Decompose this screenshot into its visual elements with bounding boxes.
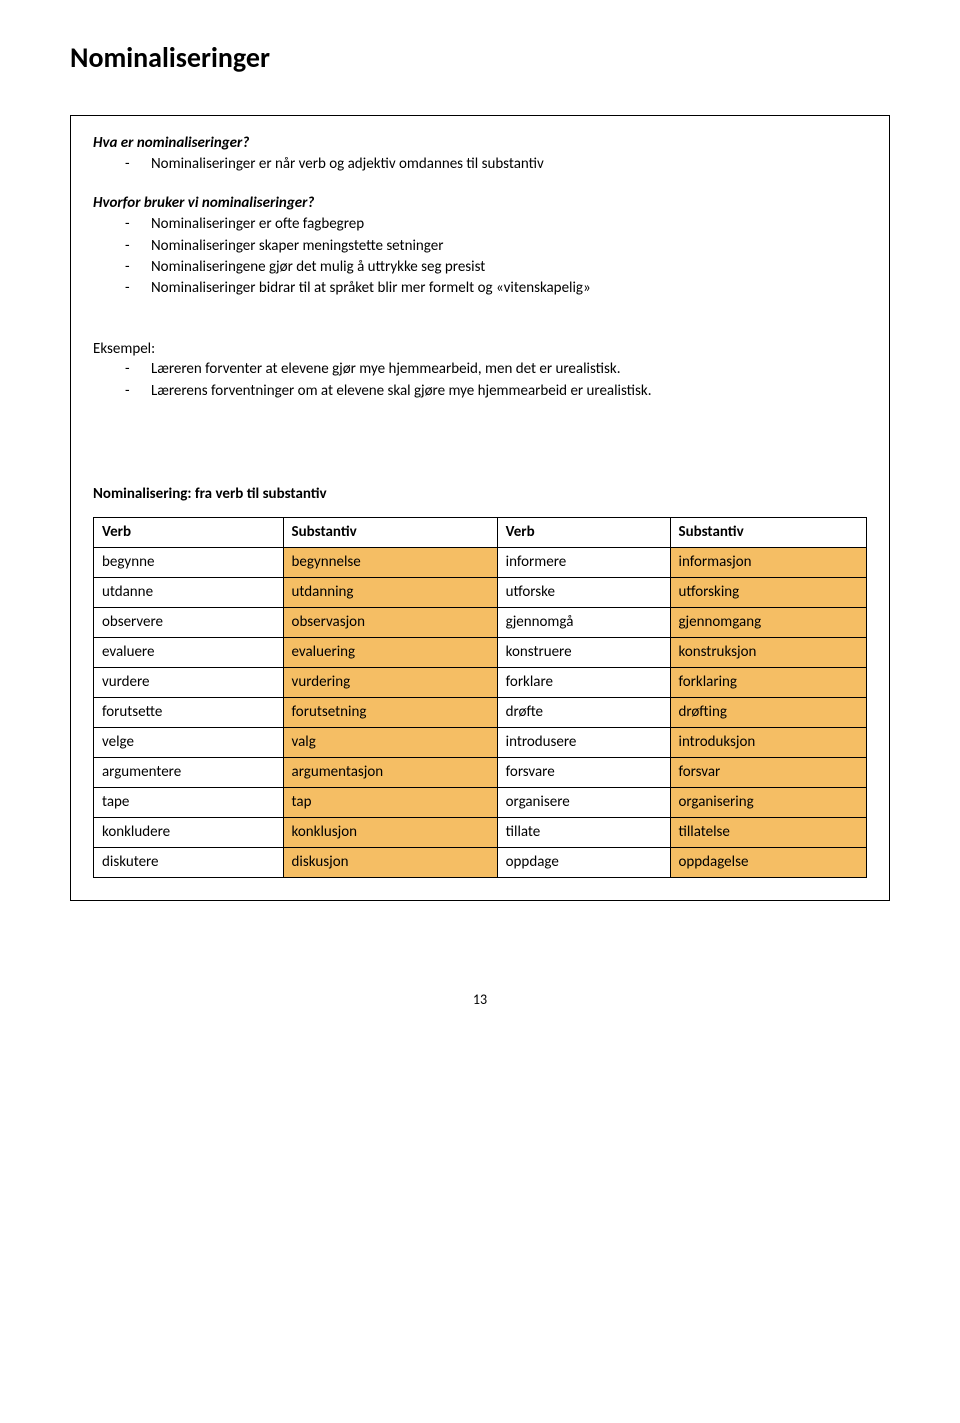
col-header: Substantiv <box>670 517 867 547</box>
table-row: evaluereevalueringkonstruerekonstruksjon <box>94 637 867 667</box>
table-cell: utforsking <box>670 577 867 607</box>
list-item: Læreren forventer at elevene gjør mye hj… <box>125 359 867 379</box>
list-item: Nominaliseringer er ofte fagbegrep <box>125 214 867 234</box>
list-item: Nominaliseringer bidrar til at språket b… <box>125 278 867 298</box>
table-cell: gjennomgang <box>670 607 867 637</box>
table-row: diskuterediskusjonoppdageoppdagelse <box>94 847 867 877</box>
table-cell: forklaring <box>670 667 867 697</box>
table-cell: gjennomgå <box>497 607 670 637</box>
col-header: Verb <box>94 517 284 547</box>
table-cell: konkludere <box>94 817 284 847</box>
table-cell: forsvar <box>670 757 867 787</box>
table-cell: informasjon <box>670 547 867 577</box>
table-cell: konstruere <box>497 637 670 667</box>
table-cell: konstruksjon <box>670 637 867 667</box>
table-cell: utdanning <box>283 577 497 607</box>
section1-list: Nominaliseringer er når verb og adjektiv… <box>93 154 867 174</box>
table-cell: begynne <box>94 547 284 577</box>
table-cell: velge <box>94 727 284 757</box>
table-cell: forklare <box>497 667 670 697</box>
table-cell: observere <box>94 607 284 637</box>
table-cell: oppdage <box>497 847 670 877</box>
col-header: Verb <box>497 517 670 547</box>
table-cell: tape <box>94 787 284 817</box>
table-cell: observasjon <box>283 607 497 637</box>
table-row: tapetaporganisereorganisering <box>94 787 867 817</box>
list-item: Nominaliseringene gjør det mulig å uttry… <box>125 257 867 277</box>
table-cell: diskutere <box>94 847 284 877</box>
table-cell: vurdere <box>94 667 284 697</box>
table-row: konkluderekonklusjontillatetillatelse <box>94 817 867 847</box>
page-number: 13 <box>70 991 890 1008</box>
list-item: Lærerens forventninger om at elevene ska… <box>125 381 867 401</box>
table-cell: oppdagelse <box>670 847 867 877</box>
table-row: begynnebegynnelseinformereinformasjon <box>94 547 867 577</box>
table-title: Nominalisering: fra verb til substantiv <box>93 485 867 503</box>
table-cell: drøfte <box>497 697 670 727</box>
table-cell: forsvare <box>497 757 670 787</box>
table-row: utdanneutdanningutforskeutforsking <box>94 577 867 607</box>
example-list: Læreren forventer at elevene gjør mye hj… <box>93 359 867 401</box>
table-cell: tap <box>283 787 497 817</box>
table-cell: konklusjon <box>283 817 497 847</box>
table-row: observereobservasjongjennomgågjennomgang <box>94 607 867 637</box>
section2-heading: Hvorfor bruker vi nominaliseringer? <box>93 194 867 212</box>
table-row: argumentereargumentasjonforsvareforsvar <box>94 757 867 787</box>
table-cell: argumentasjon <box>283 757 497 787</box>
table-cell: informere <box>497 547 670 577</box>
table-cell: organisere <box>497 787 670 817</box>
table-row: forutsetteforutsetningdrøftedrøfting <box>94 697 867 727</box>
table-cell: evaluering <box>283 637 497 667</box>
section1-heading: Hva er nominaliseringer? <box>93 134 867 152</box>
table-cell: drøfting <box>670 697 867 727</box>
section2-list: Nominaliseringer er ofte fagbegrep Nomin… <box>93 214 867 298</box>
table-cell: diskusjon <box>283 847 497 877</box>
table-cell: tillate <box>497 817 670 847</box>
page-title: Nominaliseringer <box>70 40 890 75</box>
list-item: Nominaliseringer skaper meningstette set… <box>125 236 867 256</box>
col-header: Substantiv <box>283 517 497 547</box>
table-cell: vurdering <box>283 667 497 697</box>
example-label: Eksempel: <box>93 340 867 358</box>
table-cell: organisering <box>670 787 867 817</box>
table-cell: utdanne <box>94 577 284 607</box>
table-cell: forutsetning <box>283 697 497 727</box>
table-cell: begynnelse <box>283 547 497 577</box>
table-cell: forutsette <box>94 697 284 727</box>
list-item: Nominaliseringer er når verb og adjektiv… <box>125 154 867 174</box>
table-header-row: Verb Substantiv Verb Substantiv <box>94 517 867 547</box>
table-cell: evaluere <box>94 637 284 667</box>
table-cell: valg <box>283 727 497 757</box>
table-row: vurderevurderingforklareforklaring <box>94 667 867 697</box>
table-cell: introdusere <box>497 727 670 757</box>
table-cell: tillatelse <box>670 817 867 847</box>
table-cell: utforske <box>497 577 670 607</box>
nominalisering-table: Verb Substantiv Verb Substantiv begynneb… <box>93 517 867 878</box>
table-row: velgevalgintrodusereintroduksjon <box>94 727 867 757</box>
table-cell: argumentere <box>94 757 284 787</box>
content-box: Hva er nominaliseringer? Nominaliseringe… <box>70 115 890 901</box>
table-cell: introduksjon <box>670 727 867 757</box>
